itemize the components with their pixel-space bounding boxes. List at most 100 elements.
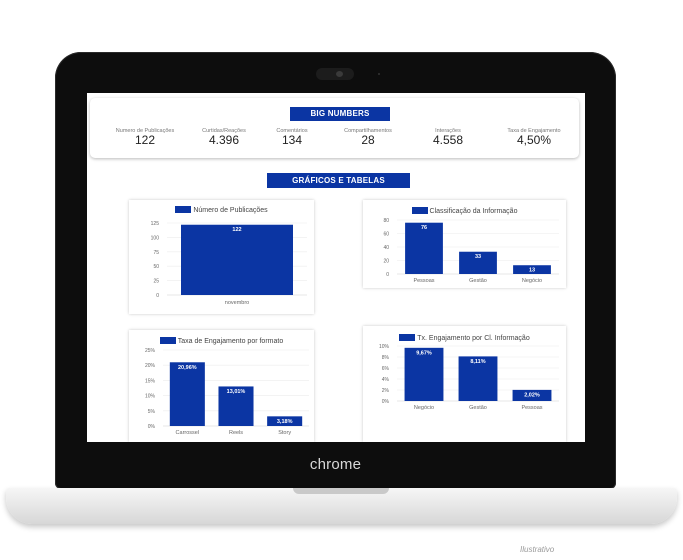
data-label: 122 (232, 227, 241, 233)
chart-card-taxa-formato: Taxa de Engajamento por formato 0% 5% 10% 1… (129, 330, 314, 442)
y-tick-label: 25% (145, 348, 156, 354)
y-tick-label: 10% (379, 344, 390, 350)
y-tick-label: 80 (383, 218, 389, 224)
metric-compartilhamentos: Compartilhamentos 28 (328, 128, 408, 147)
y-tick-label: 2% (382, 388, 390, 394)
y-tick-label: 10% (145, 394, 156, 400)
bar (458, 356, 498, 401)
webcam (316, 68, 354, 80)
y-tick-label: 40 (383, 245, 389, 251)
x-tick-label: Gestão (469, 278, 487, 284)
y-tick-label: 75 (153, 250, 159, 256)
big-numbers-title: BIG NUMBERS (290, 107, 390, 121)
metric-label: Curtidas/Reações (202, 128, 246, 134)
bar (181, 224, 293, 295)
bar (405, 222, 443, 274)
chart-legend: Classificação da Informação (363, 207, 566, 215)
metric-value: 4.396 (208, 133, 240, 147)
metric-label: Numero de Publicações (115, 128, 175, 134)
metric-value: 122 (134, 133, 156, 147)
y-tick-label: 50 (153, 264, 159, 270)
metric-interacoes: Interações 4.558 (408, 128, 488, 147)
y-tick-label: 60 (383, 232, 389, 238)
metric-value: 134 (281, 133, 303, 147)
metric-comentarios: Comentários 134 (252, 128, 332, 147)
y-tick-label: 5% (148, 409, 156, 415)
data-label: 33 (475, 254, 481, 260)
metric-value: 28 (361, 133, 375, 147)
y-tick-label: 125 (151, 221, 160, 227)
data-label: 13 (529, 268, 535, 274)
metric-publicacoes: Numero de Publicações 122 (105, 128, 185, 147)
chart-card-publicacoes: Número de Publicações 0 25 50 75 100 125 122 no… (129, 200, 314, 314)
y-tick-label: 6% (382, 366, 390, 372)
footnote: Ilustrativo (520, 545, 555, 554)
x-tick-label: Negócio (414, 405, 434, 411)
data-label: 3,18% (277, 419, 293, 425)
x-tick-label: Reels (229, 430, 243, 436)
y-tick-label: 0% (148, 424, 156, 430)
y-tick-label: 20% (145, 363, 156, 369)
metric-label: Taxa de Engajamento (507, 128, 561, 134)
chart-tx-classificacao: 0% 2% 4% 6% 8% 10% 9,67% Negócio 8,11% Gestão 2,02… (379, 344, 559, 411)
bar (512, 389, 552, 401)
data-label: 9,67% (416, 350, 432, 356)
legend-label: Número de Publicações (193, 207, 268, 214)
legend-swatch (159, 337, 176, 344)
chart-publicacoes: 0 25 50 75 100 125 122 novembro (151, 221, 307, 306)
data-label: 2,02% (524, 392, 540, 398)
y-tick-label: 100 (151, 235, 160, 241)
laptop-base (6, 488, 677, 524)
x-tick-label: Carrossel (176, 430, 200, 436)
chart-taxa-formato: 0% 5% 10% 15% 20% 25% 20,96% Carrossel 13,01% Ree… (145, 348, 309, 436)
x-tick-label: Pessoas (413, 278, 434, 284)
y-tick-label: 0% (382, 399, 390, 405)
legend-label: Taxa de Engajamento por formato (177, 338, 284, 345)
metric-taxa-engajamento: Taxa de Engajamento 4,50% (494, 128, 574, 147)
metric-value: 4,50% (516, 133, 552, 147)
charts-title: GRÁFICOS E TABELAS (267, 173, 410, 188)
metric-label: Comentários (276, 128, 308, 134)
webcam-lens (336, 71, 343, 77)
data-label: 76 (421, 225, 427, 231)
chart-card-classificacao: Classificação da Informação 0 20 40 60 80 76 P… (363, 200, 566, 288)
metric-label: Interações (435, 128, 461, 134)
bar (169, 362, 205, 426)
legend-swatch (411, 207, 428, 214)
metric-label: Compartilhamentos (344, 128, 392, 134)
legend-swatch (399, 334, 416, 341)
x-tick-label: Pessoas (521, 405, 542, 411)
legend-label: Tx. Engajamento por Cl. Informação (417, 335, 530, 342)
bar (459, 251, 497, 274)
y-tick-label: 25 (153, 279, 159, 285)
data-label: 20,96% (178, 365, 197, 371)
x-tick-label: Story (278, 430, 291, 436)
brand-label: chrome (309, 456, 362, 473)
chart-legend: Tx. Engajamento por Cl. Informação (363, 334, 566, 342)
metric-curtidas: Curtidas/Reações 4.396 (184, 128, 264, 147)
y-tick-label: 20 (383, 259, 389, 265)
data-label: 13,01% (227, 389, 246, 395)
bar (513, 265, 551, 274)
chart-legend: Número de Publicações (129, 206, 314, 214)
chart-card-tx-classificacao: Tx. Engajamento por Cl. Informação 0% 2% 4… (363, 326, 566, 442)
x-tick-label: Gestão (469, 405, 487, 411)
y-tick-label: 8% (382, 355, 390, 361)
chart-classificacao: 0 20 40 60 80 76 Pessoas 33 Gestão 13 Negócio (383, 218, 559, 284)
y-tick-label: 4% (382, 377, 390, 383)
bar (404, 347, 444, 401)
legend-label: Classificação da Informação (429, 208, 518, 215)
y-tick-label: 0 (386, 272, 389, 278)
metric-value: 4.558 (432, 133, 464, 147)
chart-legend: Taxa de Engajamento por formato (129, 337, 314, 345)
y-tick-label: 0 (156, 293, 159, 299)
data-label: 8,11% (470, 359, 485, 365)
bar (218, 386, 254, 426)
y-tick-label: 15% (145, 378, 156, 384)
dashboard-screen: BIG NUMBERS Numero de Publicações 122 Cu… (87, 93, 585, 442)
legend-swatch (175, 206, 192, 213)
x-tick-label: novembro (225, 300, 249, 306)
laptop-base-notch (293, 488, 389, 494)
x-tick-label: Negócio (522, 278, 542, 284)
